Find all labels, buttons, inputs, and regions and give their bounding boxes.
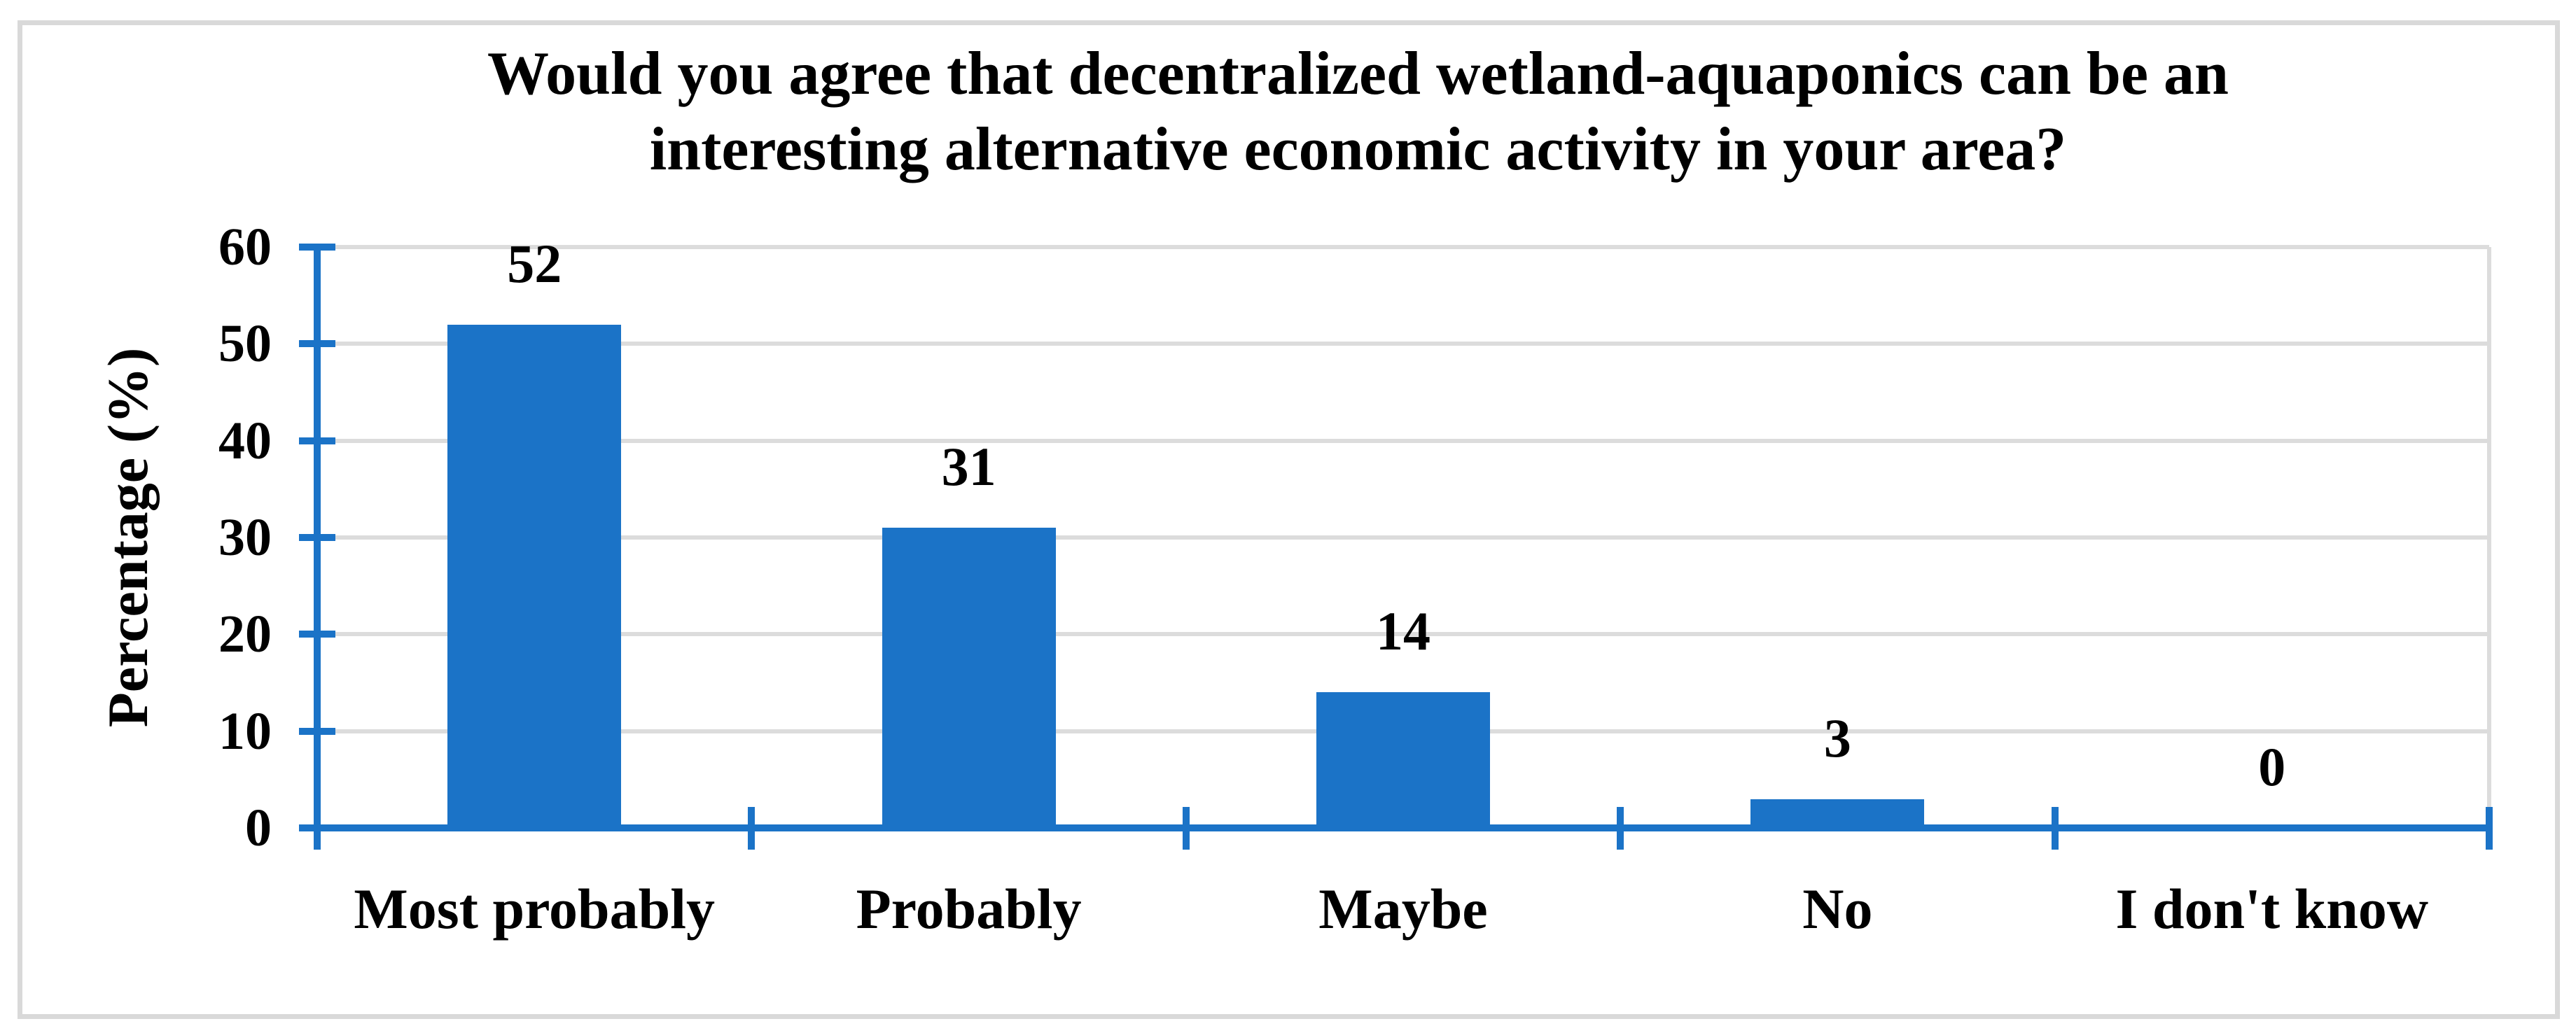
bar-no <box>1750 799 1925 828</box>
data-label-0: 52 <box>507 232 562 294</box>
category-label-0: Most probably <box>354 877 715 941</box>
y-tick-label-50: 50 <box>218 314 272 374</box>
bar-most-probably <box>447 324 622 828</box>
y-tick-label-30: 30 <box>218 508 272 567</box>
chart-title: Would you agree that decentralized wetla… <box>189 36 2527 188</box>
y-tick-20 <box>299 631 335 638</box>
y-tick-label-20: 20 <box>218 605 272 664</box>
plot-area: 52 31 14 3 0 <box>299 236 2493 850</box>
gridline-60 <box>317 245 2489 249</box>
y-tick-40 <box>299 437 335 444</box>
y-tick-0 <box>299 824 335 831</box>
figure-border <box>18 20 2560 1019</box>
y-tick-label-60: 60 <box>218 218 272 276</box>
gridline-30 <box>317 535 2489 540</box>
x-tick-5 <box>2486 807 2493 850</box>
data-label-2: 14 <box>1376 600 1430 662</box>
y-tick-50 <box>299 340 335 348</box>
category-label-1: Probably <box>856 877 1082 941</box>
x-tick-3 <box>1617 807 1624 850</box>
y-tick-label-0: 0 <box>245 799 272 857</box>
y-tick-60 <box>299 244 335 251</box>
gridline-20 <box>317 632 2489 637</box>
data-label-4: 0 <box>2258 736 2286 797</box>
bar-maybe <box>1316 692 1490 828</box>
x-tick-2 <box>1182 807 1190 850</box>
x-tick-4 <box>2051 807 2059 850</box>
data-label-3: 3 <box>1823 707 1851 768</box>
category-label-4: I don't know <box>2115 877 2429 941</box>
y-tick-10 <box>299 727 335 735</box>
data-label-1: 31 <box>941 436 996 498</box>
chart-title-line-1: Would you agree that decentralized wetla… <box>487 40 2229 108</box>
x-axis-line <box>299 824 2493 831</box>
chart-title-line-2: interesting alternative economic activit… <box>649 115 2067 183</box>
bar-probably <box>882 528 1056 828</box>
plot-right-border <box>2487 247 2491 828</box>
y-tick-label-40: 40 <box>218 411 272 470</box>
y-tick-30 <box>299 534 335 541</box>
category-label-3: No <box>1802 877 1873 941</box>
y-axis-line <box>314 247 321 850</box>
gridline-40 <box>317 438 2489 443</box>
category-label-2: Maybe <box>1318 877 1488 941</box>
gridline-50 <box>317 342 2489 346</box>
x-tick-1 <box>748 807 756 850</box>
y-tick-label-10: 10 <box>218 701 272 761</box>
